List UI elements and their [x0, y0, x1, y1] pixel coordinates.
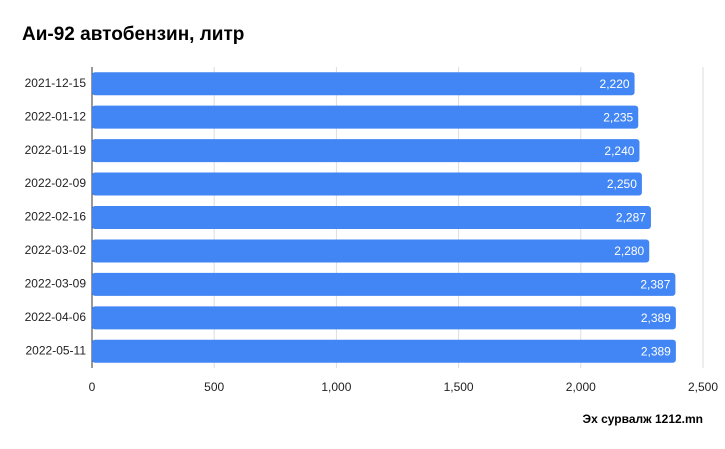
bar [92, 172, 642, 196]
value-label: 2,250 [607, 177, 637, 191]
value-label: 2,287 [616, 211, 646, 225]
bar [92, 239, 650, 263]
y-tick-label: 2022-02-16 [25, 210, 87, 224]
bar [92, 139, 640, 163]
x-tick-label: 0 [89, 380, 96, 394]
x-tick-label: 2,500 [688, 380, 718, 394]
y-tick-label: 2022-05-11 [26, 343, 87, 357]
bar [92, 72, 635, 96]
value-label: 2,235 [603, 110, 633, 124]
x-tick-label: 2,000 [566, 380, 596, 394]
chart-title: Аи-92 автобензин, литр [22, 24, 244, 45]
y-tick-label: 2021-12-15 [25, 76, 87, 90]
value-label: 2,389 [641, 344, 671, 358]
x-tick-label: 500 [204, 380, 224, 394]
value-label: 2,387 [640, 278, 670, 292]
x-tick-label: 1,500 [444, 380, 474, 394]
y-tick-label: 2022-01-12 [25, 109, 87, 123]
bar [92, 206, 651, 229]
bar [92, 306, 676, 330]
value-label: 2,220 [600, 77, 630, 91]
bar [92, 339, 676, 363]
x-tick-label: 1,000 [321, 380, 351, 394]
y-tick-label: 2022-03-02 [25, 243, 87, 257]
value-label: 2,280 [614, 244, 644, 258]
y-tick-label: 2022-03-09 [25, 277, 87, 291]
value-label: 2,389 [641, 311, 671, 325]
bar [92, 105, 639, 129]
y-tick-label: 2022-01-19 [25, 143, 87, 157]
y-tick-label: 2022-04-06 [25, 310, 87, 324]
bar [92, 272, 676, 296]
value-label: 2,240 [604, 144, 634, 158]
y-tick-label: 2022-02-09 [25, 176, 87, 190]
source-note: Эх сурвалж 1212.mn [583, 412, 703, 426]
